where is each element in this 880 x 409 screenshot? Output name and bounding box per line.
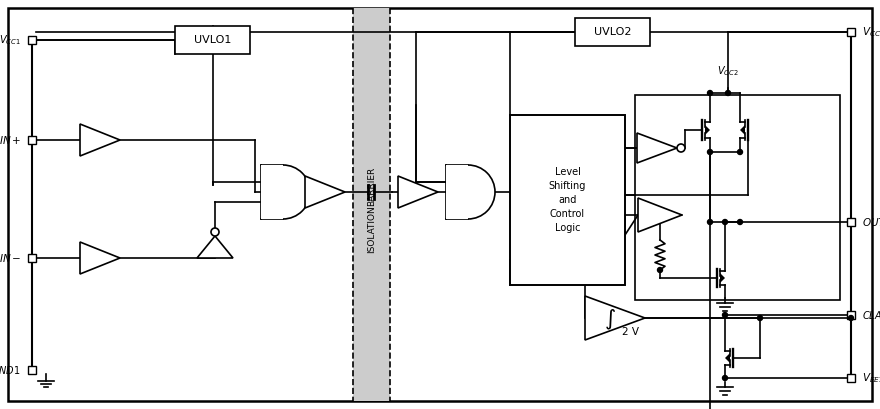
- Polygon shape: [720, 273, 725, 283]
- Text: $V_{CC1}$: $V_{CC1}$: [0, 33, 21, 47]
- Bar: [28, 366, 36, 374]
- Circle shape: [657, 267, 663, 272]
- Polygon shape: [637, 133, 677, 163]
- Circle shape: [848, 315, 854, 321]
- Text: BARRIER: BARRIER: [367, 167, 376, 206]
- Bar: [847, 28, 855, 36]
- Wedge shape: [283, 165, 310, 219]
- Bar: [446, 165, 468, 219]
- Circle shape: [708, 150, 713, 155]
- Bar: [847, 218, 855, 226]
- Text: Level
Shifting
and
Control
Logic: Level Shifting and Control Logic: [549, 167, 586, 233]
- Wedge shape: [468, 165, 495, 219]
- Polygon shape: [638, 198, 682, 232]
- Bar: [635, 95, 840, 300]
- Polygon shape: [305, 176, 345, 208]
- Polygon shape: [197, 236, 233, 258]
- Circle shape: [725, 90, 730, 95]
- Circle shape: [722, 220, 728, 225]
- Text: $\int$: $\int$: [604, 308, 616, 332]
- Text: $GND1$: $GND1$: [0, 364, 21, 376]
- Polygon shape: [725, 353, 730, 363]
- Circle shape: [708, 90, 713, 95]
- Polygon shape: [80, 242, 120, 274]
- Polygon shape: [80, 124, 120, 156]
- Bar: [261, 165, 283, 219]
- Polygon shape: [585, 296, 645, 340]
- Circle shape: [722, 312, 728, 317]
- Bar: [847, 311, 855, 319]
- Bar: [510, 115, 625, 285]
- Polygon shape: [740, 125, 745, 135]
- Bar: [575, 18, 650, 46]
- Polygon shape: [398, 176, 438, 208]
- Text: $V_{CC2}$: $V_{CC2}$: [862, 25, 880, 39]
- Text: 2 V: 2 V: [621, 327, 639, 337]
- Bar: [847, 374, 855, 382]
- Circle shape: [722, 375, 728, 380]
- Text: $IN+$: $IN+$: [0, 134, 21, 146]
- Bar: [28, 136, 36, 144]
- Text: $V_{EE2}$: $V_{EE2}$: [862, 371, 880, 385]
- Polygon shape: [705, 125, 710, 135]
- Text: UVLO1: UVLO1: [194, 35, 231, 45]
- Text: UVLO2: UVLO2: [594, 27, 631, 37]
- Text: $CLAMP$: $CLAMP$: [862, 309, 880, 321]
- Bar: [28, 36, 36, 44]
- Circle shape: [758, 315, 762, 321]
- Text: ISOLATION: ISOLATION: [367, 206, 376, 253]
- Circle shape: [737, 220, 743, 225]
- Bar: [175, 26, 250, 54]
- Bar: [28, 254, 36, 262]
- Circle shape: [211, 228, 219, 236]
- Circle shape: [737, 150, 743, 155]
- Text: $IN-$: $IN-$: [0, 252, 21, 264]
- Text: $OUT$: $OUT$: [862, 216, 880, 228]
- Circle shape: [708, 220, 713, 225]
- Text: $V_{CC2}$: $V_{CC2}$: [717, 64, 739, 78]
- Bar: [353, 8, 390, 401]
- Circle shape: [677, 144, 685, 152]
